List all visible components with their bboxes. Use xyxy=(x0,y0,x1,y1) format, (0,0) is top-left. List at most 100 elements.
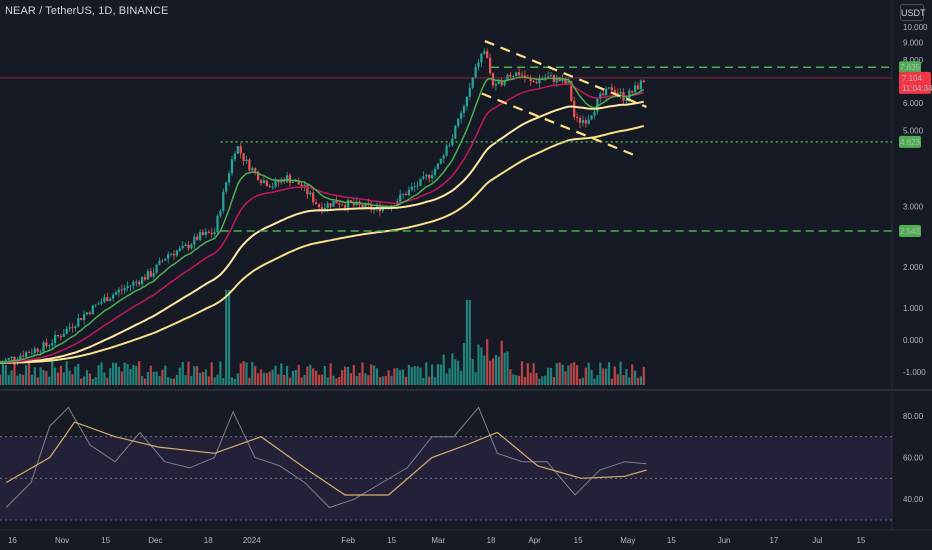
candle-body xyxy=(503,81,506,86)
volume-bar xyxy=(509,369,512,385)
candle-body xyxy=(196,236,199,240)
volume-bar xyxy=(143,378,147,385)
time-axis-label: 18 xyxy=(204,536,213,545)
volume-bar xyxy=(639,376,642,385)
volume-bar xyxy=(77,364,80,385)
candle-body xyxy=(170,253,173,255)
candle-body xyxy=(100,301,103,304)
volume-bar xyxy=(483,355,486,385)
candle-body xyxy=(33,348,36,353)
candle-body xyxy=(265,180,268,186)
wedge-upper-line xyxy=(484,40,647,108)
time-axis-label: Jun xyxy=(718,536,731,545)
volume-bar xyxy=(172,378,176,385)
candle-body xyxy=(460,112,463,119)
candle-body xyxy=(51,343,54,346)
volume-bar xyxy=(454,359,457,385)
volume-bar xyxy=(62,372,65,385)
candle-body xyxy=(254,168,257,172)
candle-body xyxy=(178,248,181,251)
ema-fast-line xyxy=(0,76,645,364)
candle-body xyxy=(94,304,97,306)
volume-bar xyxy=(306,366,309,385)
candle-body xyxy=(114,292,118,295)
price-scale-label: 2.000 xyxy=(903,263,924,272)
volume-bar xyxy=(39,367,42,385)
volume-bar xyxy=(178,367,181,385)
volume-bar xyxy=(404,376,408,385)
volume-bar xyxy=(596,375,599,385)
candle-body xyxy=(175,250,178,256)
candle-body xyxy=(22,355,25,357)
volume-bar xyxy=(7,374,10,385)
volume-bar xyxy=(460,370,463,385)
volume-bar xyxy=(97,365,100,385)
candle-body xyxy=(442,155,445,159)
volume-bar xyxy=(27,362,31,385)
volume-bar xyxy=(100,362,103,385)
candle-body xyxy=(146,271,149,280)
volume-bar xyxy=(94,377,97,385)
volume-bar xyxy=(251,361,254,385)
volume-bar xyxy=(428,376,431,385)
candle-body xyxy=(83,314,86,320)
mid-support-price-badge: 4.623 xyxy=(900,138,921,147)
volume-bar xyxy=(112,362,115,385)
volume-bar xyxy=(544,375,547,385)
volume-bar xyxy=(471,359,474,385)
candle-body xyxy=(445,145,448,156)
candle-body xyxy=(10,356,13,358)
symbol-header[interactable]: NEAR / TetherUS, 1D, BINANCE xyxy=(5,5,169,17)
volume-bar xyxy=(274,365,277,385)
candle-body xyxy=(361,204,364,208)
volume-bar xyxy=(558,362,561,385)
volume-bar xyxy=(170,378,173,385)
volume-bar xyxy=(431,364,434,385)
candle-body xyxy=(486,51,489,58)
volume-bar xyxy=(42,370,45,385)
volume-bar xyxy=(346,367,350,385)
volume-bar xyxy=(529,372,532,385)
volume-bar xyxy=(590,369,593,385)
volume-bar xyxy=(201,371,205,385)
volume-bar xyxy=(335,378,338,385)
volume-bar xyxy=(236,373,239,385)
volume-bar xyxy=(109,368,112,385)
volume-bar xyxy=(581,377,584,385)
price-unit-button[interactable]: USDT xyxy=(900,4,926,21)
candle-body xyxy=(346,200,350,208)
symbol-exchange: BINANCE xyxy=(118,5,169,17)
countdown-badge: 11:04:34 xyxy=(902,84,932,93)
volume-bar xyxy=(141,375,144,385)
candle-body xyxy=(518,72,521,75)
candle-body xyxy=(634,85,637,93)
volume-bar xyxy=(213,377,216,385)
volume-bar xyxy=(265,373,268,385)
ema-slow-line xyxy=(0,100,645,364)
rsi-line xyxy=(5,406,647,509)
time-axis-label: 15 xyxy=(387,536,396,545)
candle-body xyxy=(236,146,239,154)
volume-bar xyxy=(349,373,352,385)
volume-bar xyxy=(132,364,135,385)
volume-bar xyxy=(16,375,19,385)
low-support-price-badge-bg xyxy=(899,224,921,237)
symbol-interval: 1D xyxy=(98,5,113,17)
candle-body xyxy=(97,303,100,305)
volume-bar xyxy=(442,354,445,385)
candle-body xyxy=(364,203,367,208)
candle-body xyxy=(526,78,529,79)
candle-body xyxy=(262,180,265,184)
candle-body xyxy=(4,359,7,363)
volume-bar xyxy=(448,368,451,385)
candle-body xyxy=(335,200,338,204)
rsi-scale-label: 60.00 xyxy=(903,454,924,463)
volume-bar xyxy=(570,363,573,385)
volume-bar xyxy=(123,362,126,385)
volume-bar xyxy=(578,378,582,385)
candle-body xyxy=(42,342,45,352)
candle-body xyxy=(19,355,22,360)
volume-bar xyxy=(65,361,68,385)
volume-bar xyxy=(271,369,274,385)
